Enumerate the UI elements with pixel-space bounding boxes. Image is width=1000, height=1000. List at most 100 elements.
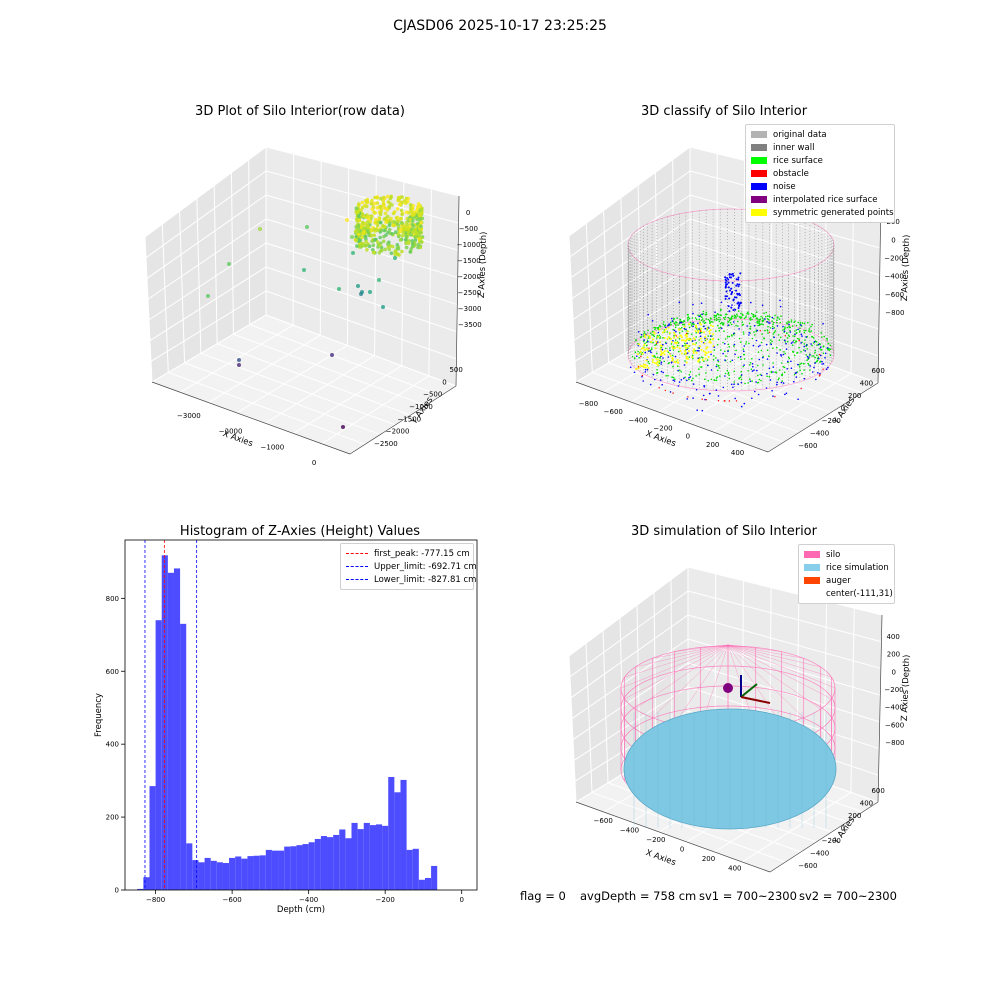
noise-point (790, 367, 793, 370)
symmetric-point (637, 367, 640, 370)
scatter-point (360, 242, 364, 246)
scatter-point (357, 218, 362, 223)
rice-surface-point (786, 340, 789, 343)
histogram-bar (388, 776, 395, 890)
rice-surface-point (820, 332, 822, 334)
gridline (144, 236, 153, 383)
histogram-bar (400, 779, 407, 890)
noise-point (788, 323, 790, 326)
noise-point (795, 371, 798, 374)
symmetric-point (679, 349, 682, 352)
gridline (213, 185, 218, 344)
scatter-point (404, 210, 409, 215)
rice-surface-point (652, 334, 655, 337)
symmetric-point (637, 343, 640, 346)
gridline (569, 590, 689, 678)
scatter-point (399, 208, 404, 213)
scatter-point (354, 206, 359, 211)
rice-surface-point (829, 348, 832, 351)
noise-point (677, 369, 679, 372)
noise-point (647, 313, 649, 316)
rice-surface-point (662, 323, 665, 326)
x-tick-label: −800 (146, 896, 165, 904)
y-tick-label: 200 (848, 392, 861, 400)
rice-surface-point (764, 315, 767, 318)
rice-surface-point (692, 323, 694, 325)
z-tick-label: −1000 (457, 241, 481, 249)
x-tick-label: −200 (376, 896, 395, 904)
symmetric-point (668, 331, 671, 334)
noise-point (736, 283, 739, 286)
rice-surface-point (760, 349, 763, 352)
histogram-bar (382, 825, 389, 890)
noise-point (662, 343, 664, 346)
gridline (346, 167, 350, 346)
noise-point (731, 272, 734, 275)
rice-surface-point (654, 327, 657, 329)
histogram-bar (253, 855, 260, 890)
scatter-point (395, 243, 400, 247)
rice-surface-point (749, 362, 752, 364)
gridline (602, 630, 609, 783)
scatter-point (305, 225, 309, 229)
rice-surface-point (741, 321, 744, 323)
obstacle-point (675, 335, 677, 337)
symmetric-point (695, 324, 697, 327)
histogram-bar (320, 836, 328, 890)
noise-point (724, 285, 727, 288)
obstacle-point (664, 389, 666, 392)
noise-point (814, 362, 816, 364)
x-tick-label: −2000 (219, 428, 243, 436)
rice-surface-point (823, 335, 825, 338)
rice-surface-point (668, 362, 670, 364)
noise-point (701, 313, 703, 316)
rice-surface-point (679, 318, 682, 321)
rice-surface-point (755, 317, 758, 319)
scatter-point (383, 247, 388, 252)
symmetric-point (653, 361, 656, 364)
noise-point (730, 306, 733, 309)
silo-wire (652, 644, 729, 659)
rice-surface-point (698, 318, 701, 321)
gridline (620, 197, 626, 354)
symmetric-point (657, 336, 660, 338)
noise-point (685, 328, 687, 331)
noise-point (637, 331, 640, 333)
scatter-point (392, 210, 397, 214)
noise-point (737, 278, 740, 281)
noise-point (681, 345, 684, 347)
legend-entry: rice surface (751, 154, 889, 167)
legend-entry: noise (751, 180, 889, 193)
rice-surface-point (720, 308, 722, 311)
rice-surface-point (719, 322, 722, 325)
symmetric-point (695, 351, 698, 354)
noise-point (727, 305, 730, 308)
noise-point (673, 380, 676, 382)
noise-point (724, 342, 726, 345)
noise-point (692, 383, 695, 385)
gridline (569, 170, 691, 258)
gridline (208, 334, 321, 403)
x-tick-label: −600 (594, 817, 613, 825)
gridline (687, 614, 881, 669)
scatter-point (258, 227, 262, 231)
gridline (184, 362, 381, 436)
rice-surface-point (637, 350, 639, 353)
rice-surface-point (767, 332, 769, 334)
rice-surface-point (704, 321, 707, 324)
noise-point (644, 351, 647, 354)
scatter-point (400, 212, 404, 217)
histogram-bar (137, 888, 144, 890)
histogram-bar (351, 822, 358, 890)
noise-point (717, 395, 720, 397)
gridline (236, 345, 348, 414)
scatter-point (400, 195, 405, 199)
rice-surface-point (814, 349, 817, 352)
symmetric-point (665, 328, 668, 330)
center-marker (723, 683, 733, 693)
rice-surface-point (695, 342, 698, 344)
gridline (150, 290, 267, 362)
rice-surface-point (638, 356, 640, 359)
symmetric-point (692, 352, 695, 354)
z-axis-label: Z Axies (Depth) (477, 231, 489, 298)
